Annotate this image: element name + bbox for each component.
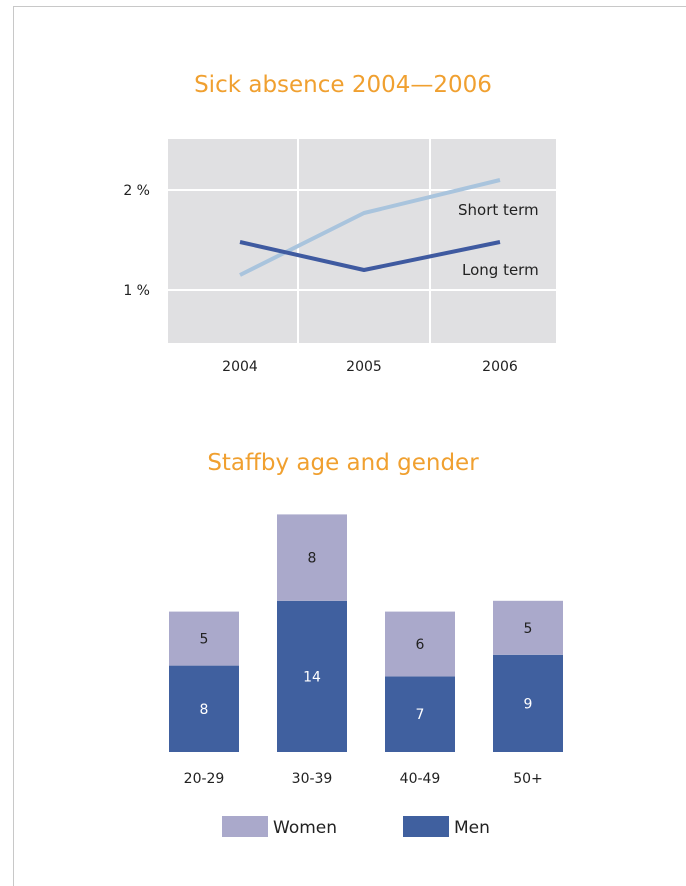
bar-label-women: 6 xyxy=(416,637,425,653)
legend-swatch-men xyxy=(403,816,449,837)
legend-label-women: Women xyxy=(273,818,337,838)
line-x-ticks: 2004 2005 2006 xyxy=(222,359,518,375)
bar-label-men: 9 xyxy=(524,696,533,712)
bar-men-30-39 xyxy=(277,600,347,752)
series-label: Long term xyxy=(462,261,539,279)
x-tick-label: 2006 xyxy=(482,359,518,375)
series-label: Short term xyxy=(458,201,539,219)
bar-label-men: 7 xyxy=(416,707,425,723)
bar-chart-title: Staffby age and gender xyxy=(207,450,479,476)
bar-label-men: 14 xyxy=(303,669,321,685)
y-tick-label: 1 % xyxy=(123,283,150,299)
bar-women-30-39 xyxy=(277,514,347,601)
bar-men-20-29 xyxy=(169,665,239,752)
bar-label-women: 8 xyxy=(308,551,317,567)
line-grid xyxy=(168,139,556,343)
line-chart: 1 % 2 % 2004 2005 2006 Short term Long term xyxy=(123,139,556,375)
line-series-labels: Short term Long term xyxy=(458,201,539,279)
series-line-long-term xyxy=(239,240,501,272)
line-y-ticks: 1 % 2 % xyxy=(123,183,150,299)
bar-group: 8 5 14 8 7 6 9 5 xyxy=(169,514,563,752)
bar-chart: 8 5 14 8 7 6 9 5 20-29 30-39 40-49 50+ Women Men xyxy=(169,514,563,838)
bar-label-men: 8 xyxy=(200,702,209,718)
legend-label-men: Men xyxy=(454,818,490,838)
bar-label-women: 5 xyxy=(524,621,533,637)
bar-men-40-49 xyxy=(385,676,455,752)
figure-frame xyxy=(13,6,686,886)
y-tick-label: 2 % xyxy=(123,183,150,199)
x-tick-label: 2005 xyxy=(346,359,382,375)
category-label: 30-39 xyxy=(292,771,333,787)
bar-women-50+ xyxy=(493,600,563,655)
legend-swatch-women xyxy=(222,816,268,837)
category-label: 50+ xyxy=(513,771,543,787)
category-label: 20-29 xyxy=(184,771,225,787)
x-tick-label: 2004 xyxy=(222,359,258,375)
line-chart-title: Sick absence 2004—2006 xyxy=(194,72,492,98)
series-line-short-term xyxy=(239,178,501,277)
bar-legend: Women Men xyxy=(222,816,490,838)
bar-label-women: 5 xyxy=(200,632,209,648)
bar-women-20-29 xyxy=(169,611,239,666)
bar-x-ticks: 20-29 30-39 40-49 50+ xyxy=(184,771,543,787)
line-plot-background xyxy=(168,139,556,343)
bar-women-40-49 xyxy=(385,611,455,677)
bar-men-50+ xyxy=(493,654,563,752)
category-label: 40-49 xyxy=(400,771,441,787)
line-series-group xyxy=(239,178,501,277)
